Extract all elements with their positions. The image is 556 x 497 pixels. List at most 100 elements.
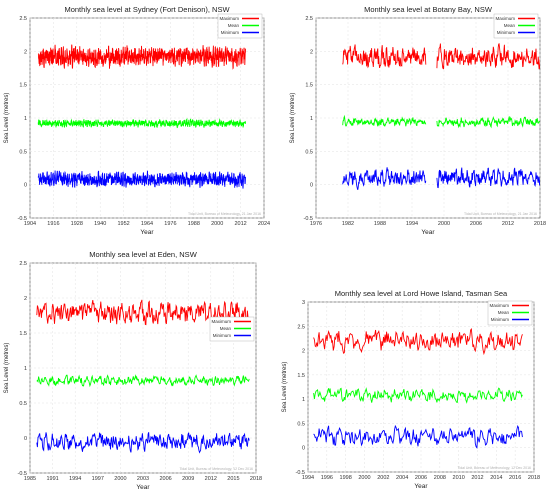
series-line-minimum — [313, 424, 523, 449]
y-tick-label: 0 — [302, 446, 305, 452]
series-line-maximum — [436, 43, 540, 70]
chart-title: Monthly sea level at Eden, NSW — [89, 250, 197, 259]
legend-label: Maximum — [211, 319, 231, 324]
legend-label: Minimum — [491, 317, 510, 322]
chart-panel-sydney: Monthly sea level at Sydney (Fort Deniso… — [0, 0, 278, 248]
chart-svg: Monthly sea level at Sydney (Fort Deniso… — [4, 5, 270, 236]
x-tick-label: 2003 — [137, 476, 149, 482]
x-tick-label: 1940 — [94, 221, 106, 227]
legend-label: Maximum — [219, 16, 239, 21]
series-line-mean — [436, 116, 540, 129]
legend-label: Minimum — [221, 30, 240, 35]
y-tick-label: 2.5 — [19, 16, 27, 22]
y-tick-label: 0.5 — [19, 401, 27, 407]
series-line-mean — [37, 118, 246, 129]
y-tick-label: 2 — [302, 349, 305, 355]
x-tick-label: 1964 — [141, 221, 153, 227]
series-line-maximum — [342, 44, 427, 69]
x-tick-label: 2016 — [509, 475, 521, 481]
chart-title: Monthly sea level at Lord Howe Island, T… — [335, 289, 508, 298]
x-tick-label: 1952 — [117, 221, 129, 227]
y-tick-label: 0.5 — [297, 421, 305, 427]
series-line-minimum — [37, 170, 246, 189]
y-tick-label: 1 — [302, 397, 305, 403]
x-tick-label: 1994 — [69, 476, 81, 482]
x-tick-label: 1996 — [321, 475, 333, 481]
x-tick-label: 1982 — [342, 221, 354, 227]
x-axis-label: Year — [421, 229, 435, 236]
x-tick-label: 1994 — [406, 221, 418, 227]
chart-title: Monthly sea level at Botany Bay, NSW — [364, 5, 493, 14]
x-tick-label: 1994 — [302, 475, 314, 481]
y-tick-label: 1 — [24, 366, 27, 372]
credit-text: Tidal Unit, Bureau of Meteorology, 21 Ja… — [188, 212, 261, 216]
x-tick-label: 2000 — [114, 476, 126, 482]
chart-panel-botany-bay: Monthly sea level at Botany Bay, NSW 2.5 2… — [278, 0, 556, 248]
y-axis-label: Sea Level (metres) — [290, 93, 296, 144]
x-tick-label: 2012 — [471, 475, 483, 481]
x-tick-label: 2015 — [227, 476, 239, 482]
legend-label: Mean — [220, 326, 232, 331]
y-tick-label: 2 — [310, 49, 313, 55]
y-tick-label: 0.5 — [305, 149, 313, 155]
credit-text: Tidal Unit, Bureau of Meteorology, 21 Ja… — [464, 212, 537, 216]
y-tick-label: 0 — [310, 183, 313, 189]
y-tick-label: -0.5 — [18, 471, 27, 477]
x-tick-label: 1988 — [374, 221, 386, 227]
x-tick-label: 2000 — [358, 475, 370, 481]
y-tick-label: 2.5 — [297, 324, 305, 330]
y-tick-label: 0 — [24, 436, 27, 442]
y-axis-label: Sea Level (metres) — [4, 343, 10, 394]
y-tick-label: 0 — [24, 183, 27, 189]
x-tick-label: 2012 — [502, 221, 514, 227]
y-tick-label: -0.5 — [296, 470, 305, 476]
series-line-maximum — [37, 44, 246, 70]
chart-svg: Monthly sea level at Botany Bay, NSW 2.5 2… — [290, 5, 546, 236]
y-tick-label: -0.5 — [18, 216, 27, 222]
x-tick-label: 2008 — [434, 475, 446, 481]
x-tick-label: 2012 — [234, 221, 246, 227]
legend-label: Minimum — [497, 30, 516, 35]
y-tick-label: 1 — [24, 116, 27, 122]
y-tick-label: 1.5 — [305, 83, 313, 89]
x-tick-label: 2002 — [377, 475, 389, 481]
x-axis-label: Year — [140, 229, 154, 236]
credit-text: Tidal Unit, Bureau of Meteorology, 12 De… — [179, 467, 253, 471]
x-tick-label: 1976 — [310, 221, 322, 227]
x-tick-label: 2006 — [159, 476, 171, 482]
y-tick-label: 2.5 — [305, 16, 313, 22]
y-axis-label: Sea Level (metres) — [282, 362, 288, 413]
x-tick-label: 2006 — [470, 221, 482, 227]
legend-label: Minimum — [213, 333, 232, 338]
y-tick-label: 2 — [24, 49, 27, 55]
series-line-maximum — [36, 299, 250, 327]
legend-label: Mean — [504, 23, 516, 28]
chart-panel-eden: Monthly sea level at Eden, NSW 2.5 2 1.5 1 0.… — [0, 249, 278, 497]
y-tick-label: 1.5 — [19, 331, 27, 337]
legend-label: Mean — [498, 310, 510, 315]
x-tick-label: 2009 — [182, 476, 194, 482]
chart-svg: Monthly sea level at Eden, NSW 2.5 2 1.5 1 0.… — [4, 250, 262, 491]
y-tick-label: -0.5 — [304, 216, 313, 222]
series-line-mean — [36, 374, 250, 388]
series-line-mean — [313, 387, 523, 404]
x-tick-label: 1998 — [340, 475, 352, 481]
legend-label: Maximum — [489, 303, 509, 308]
y-tick-label: 1.5 — [297, 373, 305, 379]
series-line-minimum — [342, 167, 427, 190]
x-tick-label: 2014 — [490, 475, 502, 481]
x-tick-label: 1928 — [71, 221, 83, 227]
series-line-minimum — [436, 167, 540, 189]
x-tick-label: 2000 — [438, 221, 450, 227]
chart-svg: Monthly sea level at Lord Howe Island, T… — [282, 289, 540, 490]
x-tick-label: 1916 — [47, 221, 59, 227]
chart-panel-lord-howe: Monthly sea level at Lord Howe Island, T… — [278, 249, 556, 497]
y-tick-label: 1.5 — [19, 83, 27, 89]
legend-label: Maximum — [495, 16, 515, 21]
x-tick-label: 2018 — [250, 476, 262, 482]
y-axis-label: Sea Level (metres) — [4, 93, 10, 144]
x-tick-label: 2018 — [528, 475, 540, 481]
x-axis-label: Year — [136, 484, 150, 491]
x-tick-label: 1997 — [92, 476, 104, 482]
x-tick-label: 2006 — [415, 475, 427, 481]
